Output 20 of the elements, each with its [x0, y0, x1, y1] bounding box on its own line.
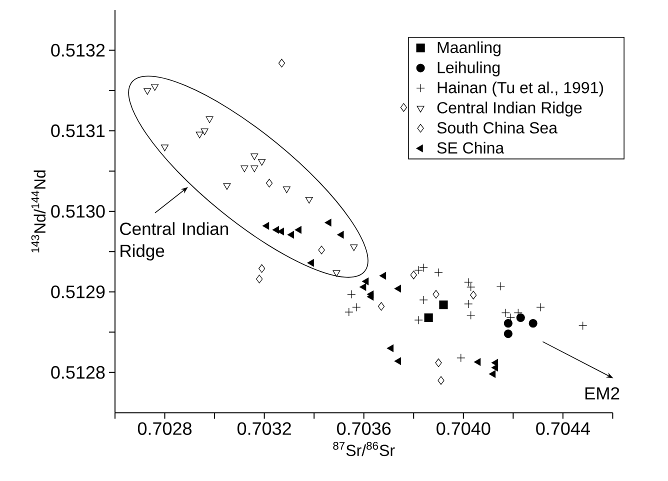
- legend-label: South China Sea: [437, 122, 558, 134]
- legend-label: SE China: [437, 142, 504, 154]
- legend-label: Hainan (Tu et al., 1991): [438, 82, 604, 96]
- x-axis-title: $^{87}$Sr/$^{86}$Sr: [333, 442, 395, 456]
- x-tick-label: 0.7040: [436, 422, 490, 435]
- y-tick-label: 0.5129: [51, 286, 105, 298]
- annotation: Central Indian Ridge: [120, 222, 228, 261]
- y-tick-label: 0.5128: [51, 366, 105, 379]
- y-tick-label: 0.5130: [51, 204, 105, 218]
- x-tick-label: 0.7036: [337, 422, 391, 435]
- x-tick-label: 0.7044: [536, 422, 590, 435]
- y-tick-label: 0.5131: [51, 124, 105, 138]
- x-tick-label: 0.7028: [138, 422, 192, 435]
- y-axis-title: $^{143}$Nd/$^{144}$Nd: [31, 170, 46, 252]
- y-tick-label: 0.5132: [51, 44, 105, 57]
- legend-label: Maanling: [438, 41, 500, 56]
- annotation: EM2: [585, 387, 620, 400]
- legend-label: Central Indian Ridge: [437, 102, 582, 117]
- x-tick-label: 0.7032: [237, 422, 291, 435]
- legend-label: Leihuling: [438, 61, 500, 76]
